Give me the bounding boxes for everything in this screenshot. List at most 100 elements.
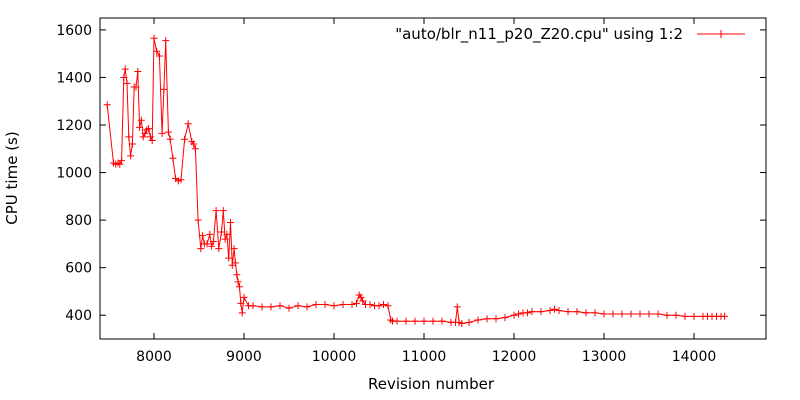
data-point bbox=[227, 218, 234, 226]
data-point bbox=[312, 301, 320, 309]
data-point bbox=[127, 152, 135, 160]
data-point bbox=[155, 52, 163, 60]
data-point bbox=[429, 317, 437, 325]
data-point bbox=[285, 304, 293, 312]
data-point bbox=[564, 308, 572, 316]
data-point bbox=[458, 320, 466, 328]
data-point bbox=[258, 303, 266, 311]
data-point bbox=[690, 312, 698, 320]
data-point bbox=[609, 310, 617, 318]
data-point bbox=[225, 254, 233, 262]
plot-frame bbox=[99, 17, 767, 340]
data-point bbox=[420, 317, 428, 325]
y-tick-label: 800 bbox=[65, 213, 92, 229]
data-point bbox=[528, 308, 536, 316]
data-point bbox=[190, 140, 198, 148]
y-tick-label: 1400 bbox=[56, 70, 92, 86]
data-point bbox=[160, 85, 168, 93]
data-point bbox=[537, 308, 545, 316]
data-point bbox=[402, 317, 410, 325]
data-point bbox=[223, 230, 231, 238]
y-axis-label: CPU time (s) bbox=[3, 131, 21, 224]
y-tick-label: 1000 bbox=[56, 166, 92, 182]
data-point bbox=[267, 303, 275, 311]
data-point bbox=[357, 293, 365, 301]
data-point bbox=[148, 136, 156, 144]
data-point bbox=[234, 278, 242, 286]
data-point bbox=[150, 34, 158, 42]
data-point bbox=[524, 309, 531, 317]
data-point bbox=[162, 37, 170, 45]
data-point bbox=[139, 133, 147, 141]
data-point bbox=[339, 301, 347, 309]
data-point bbox=[359, 297, 367, 305]
data-point bbox=[118, 157, 126, 165]
x-tick-label: 11000 bbox=[402, 349, 447, 365]
data-point bbox=[600, 310, 608, 318]
data-point bbox=[208, 242, 216, 250]
data-point bbox=[141, 129, 149, 137]
y-axis-ticks: 400 600 800 1000 1200 1400 1600 bbox=[56, 23, 766, 324]
x-axis-ticks: 8000 9000 10000 11000 12000 13000 14000 bbox=[136, 18, 716, 365]
x-tick-label: 14000 bbox=[672, 349, 717, 365]
data-point bbox=[237, 299, 245, 307]
data-point bbox=[348, 301, 356, 309]
data-point bbox=[375, 302, 383, 310]
data-point bbox=[483, 315, 491, 323]
data-point bbox=[582, 309, 590, 317]
data-point bbox=[384, 302, 392, 310]
data-point bbox=[294, 302, 302, 310]
data-point bbox=[663, 311, 671, 319]
data-point bbox=[366, 301, 374, 309]
data-point bbox=[492, 315, 500, 323]
data-point bbox=[645, 310, 653, 318]
data-point bbox=[238, 309, 246, 317]
data-point bbox=[321, 301, 329, 309]
data-point bbox=[169, 154, 177, 162]
data-point bbox=[465, 318, 473, 326]
data-point bbox=[618, 310, 626, 318]
data-point bbox=[438, 317, 446, 325]
data-point bbox=[197, 245, 205, 253]
series-layer bbox=[103, 34, 729, 328]
data-point bbox=[212, 207, 220, 215]
data-point bbox=[137, 116, 145, 124]
data-point bbox=[591, 309, 599, 317]
data-point bbox=[121, 65, 129, 73]
x-tick-label: 13000 bbox=[582, 349, 627, 365]
legend: "auto/blr_n11_p20_Z20.cpu" using 1:2 bbox=[395, 25, 745, 44]
x-tick-label: 12000 bbox=[492, 349, 537, 365]
data-point bbox=[240, 293, 248, 301]
data-point bbox=[166, 135, 174, 143]
data-point bbox=[231, 259, 239, 267]
data-point bbox=[132, 83, 140, 91]
legend-label: "auto/blr_n11_p20_Z20.cpu" using 1:2 bbox=[395, 25, 683, 44]
data-point bbox=[184, 120, 192, 128]
legend-marker bbox=[717, 30, 725, 38]
data-point bbox=[218, 228, 225, 236]
data-point bbox=[387, 316, 395, 324]
data-point bbox=[136, 123, 144, 131]
data-point bbox=[215, 245, 223, 253]
data-point bbox=[555, 306, 563, 314]
data-point bbox=[551, 305, 558, 313]
data-point bbox=[134, 68, 142, 75]
x-tick-label: 8000 bbox=[136, 349, 172, 365]
data-point bbox=[177, 176, 185, 184]
data-point bbox=[146, 133, 154, 141]
data-point bbox=[303, 303, 311, 311]
y-tick-label: 400 bbox=[65, 308, 92, 324]
data-point bbox=[143, 126, 151, 134]
data-point bbox=[153, 47, 161, 55]
data-point bbox=[380, 301, 387, 309]
data-point bbox=[236, 283, 243, 291]
data-point bbox=[103, 101, 111, 109]
data-point bbox=[276, 302, 284, 310]
data-point bbox=[453, 303, 461, 311]
data-point bbox=[116, 160, 124, 168]
data-point bbox=[203, 240, 211, 248]
data-point bbox=[164, 128, 172, 136]
x-tick-label: 10000 bbox=[312, 349, 357, 365]
data-point bbox=[330, 302, 338, 310]
